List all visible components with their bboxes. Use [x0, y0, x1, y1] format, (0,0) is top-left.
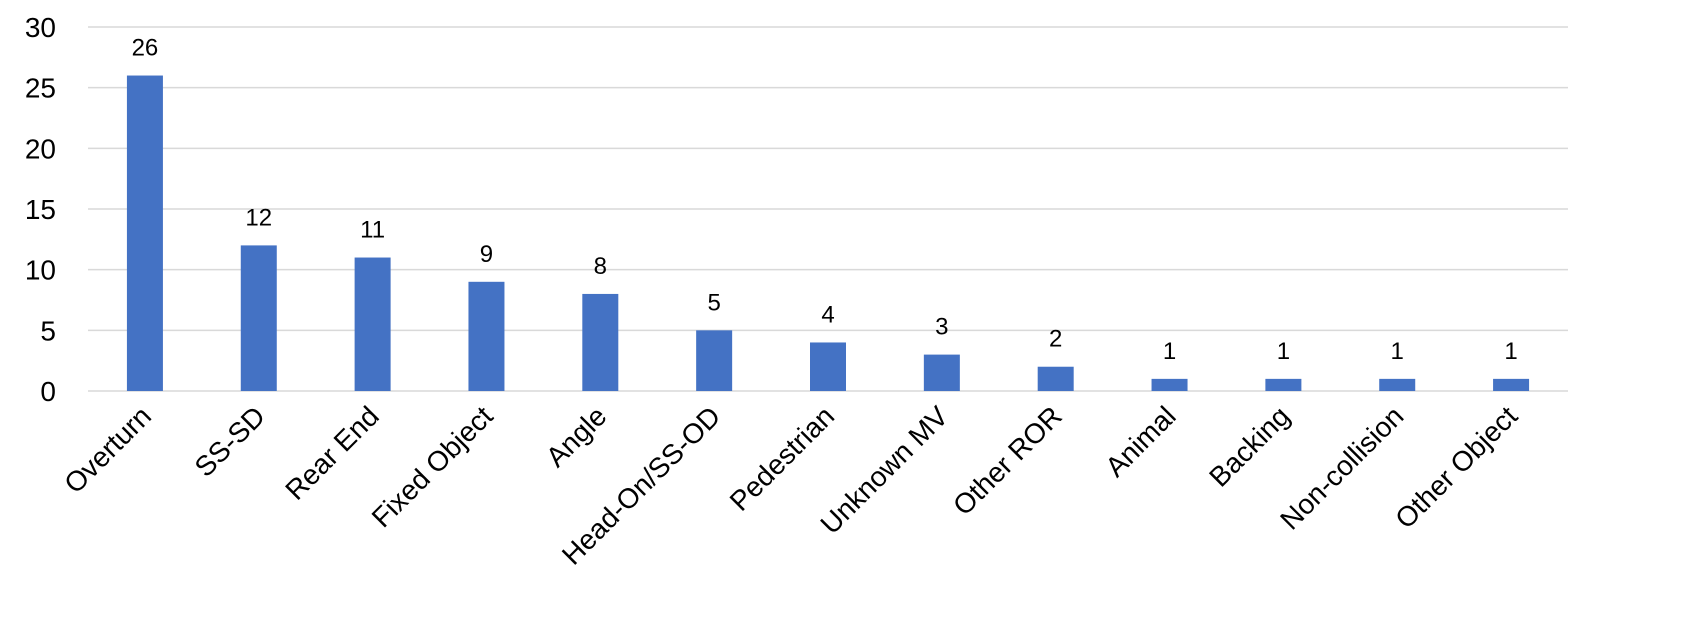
data-label: 4: [821, 301, 834, 328]
category-label: SS-SD: [189, 400, 271, 482]
bar: [354, 257, 391, 391]
bar: [240, 245, 277, 391]
category-label: Backing: [1203, 400, 1295, 492]
data-label: 9: [480, 241, 493, 268]
bar: [1493, 378, 1530, 391]
data-label: 8: [594, 253, 607, 280]
category-label: Other Object: [1389, 400, 1523, 534]
category-label: Rear End: [279, 400, 385, 506]
data-label: 12: [245, 204, 272, 231]
bar: [1265, 378, 1302, 391]
bars: [126, 75, 1530, 392]
data-label: 5: [707, 289, 720, 316]
bar: [810, 342, 846, 391]
bar: [126, 75, 163, 392]
data-label: 1: [1504, 338, 1517, 365]
y-tick-label: 5: [40, 315, 56, 346]
data-label: 26: [132, 35, 159, 62]
bar: [696, 330, 733, 391]
bar: [468, 281, 505, 391]
y-tick-label: 30: [25, 12, 56, 43]
y-tick-label: 20: [25, 133, 56, 164]
category-label: Fixed Object: [366, 400, 499, 533]
data-label: 1: [1277, 338, 1290, 365]
data-label: 11: [360, 217, 385, 244]
y-tick-label: 15: [25, 194, 56, 225]
data-label: 3: [935, 314, 948, 341]
gridlines: [88, 26, 1568, 392]
category-label: Pedestrian: [724, 400, 841, 517]
y-tick-label: 0: [40, 376, 56, 407]
y-axis-ticks: 0 5 10 15 20 25 30: [25, 12, 56, 407]
category-label: Other ROR: [947, 400, 1068, 521]
bar: [1379, 378, 1416, 391]
bar: [582, 293, 619, 391]
y-tick-label: 25: [25, 73, 56, 104]
bar: [1151, 378, 1188, 391]
category-label: Angle: [540, 400, 613, 473]
bar: [1037, 366, 1074, 391]
data-label: 2: [1049, 326, 1062, 353]
data-label: 1: [1163, 338, 1176, 365]
data-label: 1: [1391, 338, 1404, 365]
bar: [923, 354, 960, 391]
category-label: Overturn: [58, 400, 157, 499]
category-label: Non-collision: [1274, 400, 1409, 535]
y-tick-label: 10: [25, 255, 56, 286]
category-label: Animal: [1099, 400, 1181, 482]
